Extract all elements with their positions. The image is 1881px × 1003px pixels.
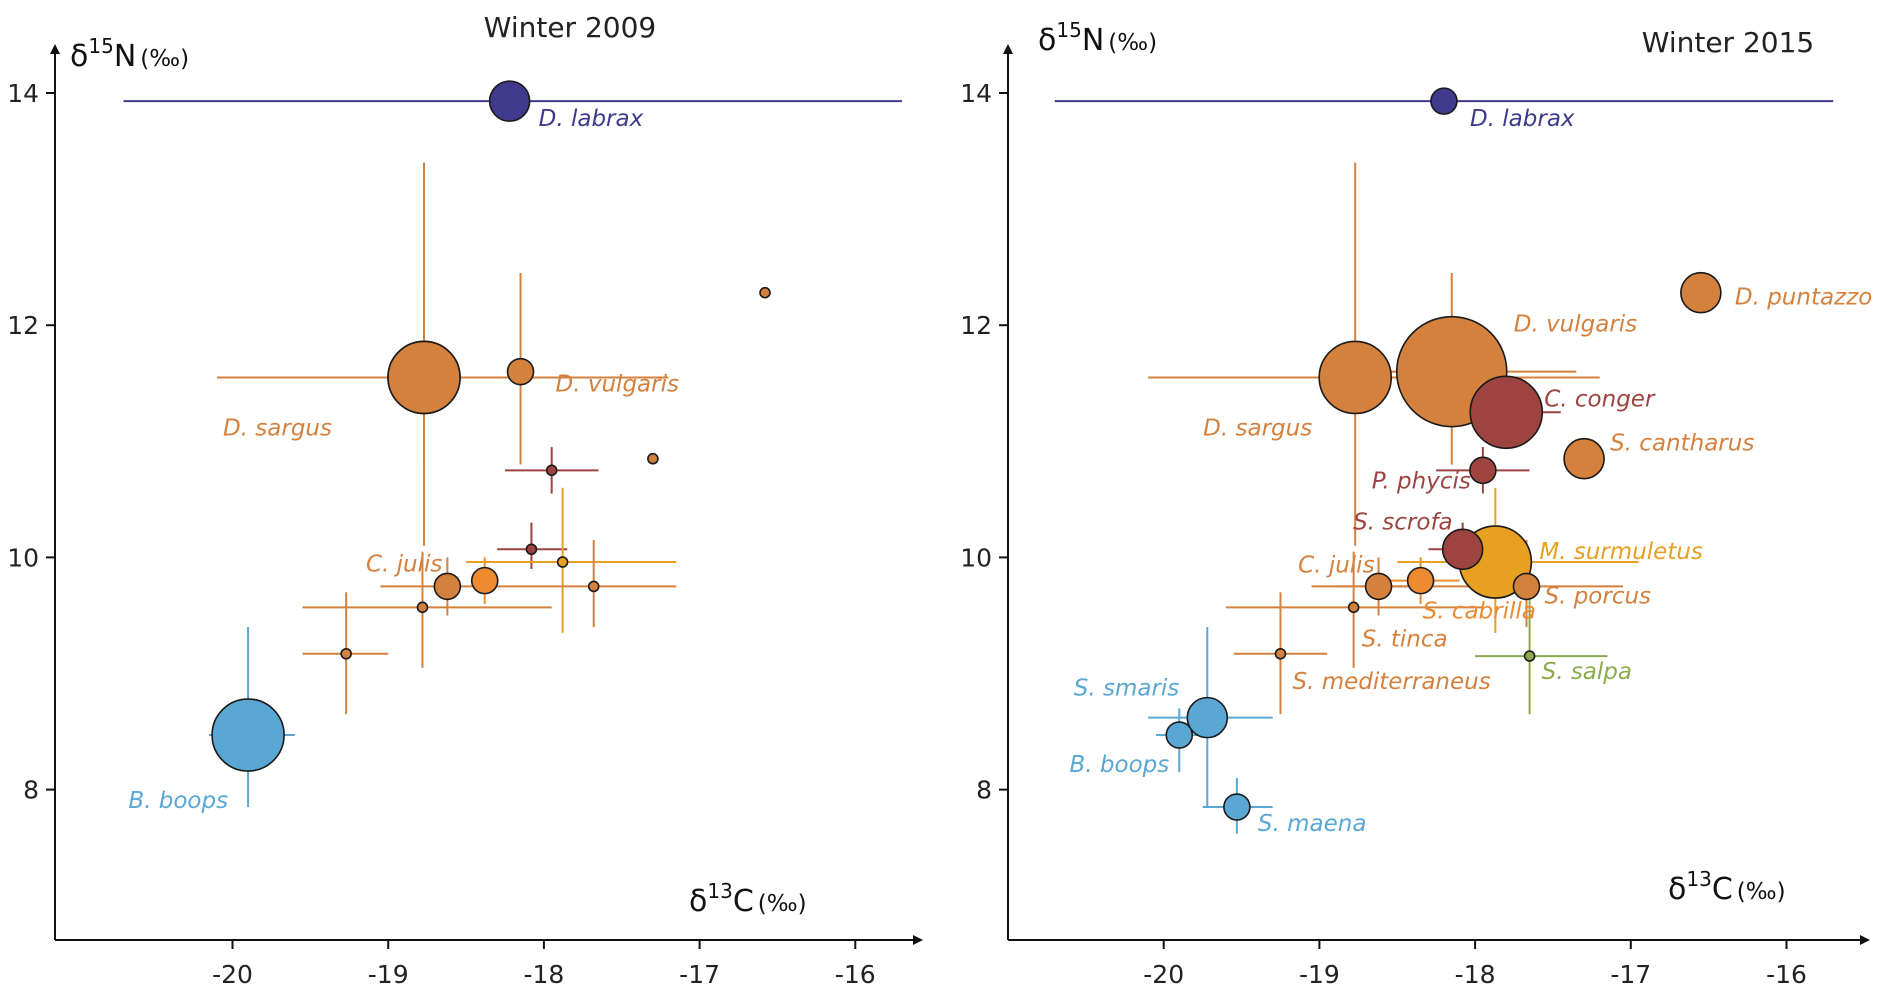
y-tick-label: 10 (7, 543, 39, 572)
point-s-cantharus (1563, 437, 1605, 480)
point-label-d-sargus: D. sargus (1203, 415, 1312, 441)
x-axis-label: δ13C (‰) (689, 879, 807, 919)
point-s-porcus (587, 580, 600, 593)
point-d-puntazzo (1680, 271, 1722, 314)
point-label-s-porcus: S. porcus (1544, 583, 1651, 609)
point-p-phycis (1469, 456, 1497, 485)
point-d-vulgaris (506, 357, 535, 386)
y-axis-label: δ15N (‰) (1038, 18, 1157, 58)
panel-winter-2015: Winter 2015 -20 -19 -18 -17 -16 8 10 12 14 δ13C (‰)… (960, 18, 1872, 989)
x-tick-label: -18 (1455, 960, 1496, 989)
point-s-salpa (1523, 650, 1536, 662)
x-tick-label: -20 (1143, 960, 1184, 989)
x-tick-label: -20 (212, 960, 253, 989)
point-label-d-vulgaris: D. vulgaris (1514, 312, 1637, 338)
point-s-tinca (1347, 601, 1360, 614)
point-s-mediterraneus (340, 647, 352, 660)
point-d-puntazzo (759, 286, 771, 299)
y-tick-label: 8 (23, 776, 39, 805)
panel-winter-2009: Winter 2009 -20 -19 -18 -17 -16 8 10 12 14 δ13C (‰)… (7, 11, 923, 989)
point-label-d-vulgaris: D. vulgaris (556, 372, 679, 398)
point-d-sargus (1318, 340, 1393, 415)
point-label-s-maena: S. maena (1258, 811, 1367, 837)
point-s-mediterraneus (1274, 647, 1287, 660)
point-label-s-smaris: S. smaris (1074, 676, 1180, 702)
x-tick-label: -17 (1610, 960, 1651, 989)
point-label-b-boops: B. boops (1070, 752, 1170, 778)
point-p-phycis (545, 464, 558, 477)
point-m-surmuletus (556, 556, 569, 568)
x-tick-label: -18 (523, 960, 564, 989)
point-b-boops (1165, 721, 1194, 749)
point-label-d-sargus: D. sargus (223, 415, 332, 441)
point-label-c-julis: C. julis (1298, 552, 1374, 578)
y-tick-label: 14 (7, 79, 39, 108)
y-axis-label: δ15N (‰) (70, 34, 189, 74)
point-label-d-labrax: D. labrax (539, 106, 644, 132)
point-label-b-boops: B. boops (128, 788, 228, 814)
x-tick-label: -16 (835, 960, 876, 989)
y-tick-label: 14 (960, 79, 992, 108)
point-s-tinca (416, 601, 429, 614)
point-c-julis (433, 572, 462, 601)
point-s-scrofa (1441, 528, 1484, 571)
x-axis-label: δ13C (‰) (1668, 867, 1786, 907)
point-label-d-labrax: D. labrax (1470, 106, 1575, 132)
point-s-scrofa (525, 543, 538, 556)
point-label-s-scrofa: S. scrofa (1353, 509, 1453, 535)
point-label-d-puntazzo: D. puntazzo (1735, 285, 1872, 311)
y-tick-label: 10 (960, 543, 992, 572)
point-s-maena (1223, 793, 1251, 821)
point-s-cabrilla (1406, 566, 1435, 595)
point-label-s-salpa: S. salpa (1542, 659, 1632, 685)
y-tick-label: 12 (7, 311, 39, 340)
y-tick-label: 12 (960, 311, 992, 340)
point-label-s-tinca: S. tinca (1362, 626, 1448, 652)
point-label-c-conger: C. conger (1544, 386, 1656, 412)
x-tick-label: -19 (368, 960, 409, 989)
point-label-m-surmuletus: M. surmuletus (1539, 539, 1703, 565)
point-d-labrax (488, 80, 531, 122)
point-b-boops (211, 698, 285, 772)
point-d-sargus (387, 340, 461, 415)
point-label-s-mediterraneus: S. mediterraneus (1292, 669, 1490, 695)
point-s-porcus (1512, 572, 1541, 601)
x-tick-label: -17 (679, 960, 720, 989)
point-label-s-cabrilla: S. cabrilla (1423, 599, 1536, 625)
y-tick-label: 8 (976, 776, 992, 805)
point-c-julis (1364, 572, 1393, 601)
point-c-conger (1469, 375, 1544, 450)
point-s-cabrilla (470, 566, 499, 595)
point-label-s-cantharus: S. cantharus (1610, 431, 1754, 457)
point-s-smaris (1186, 696, 1229, 739)
chart-title: Winter 2009 (484, 11, 656, 44)
x-tick-label: -16 (1766, 960, 1807, 989)
point-label-p-phycis: P. phycis (1372, 468, 1471, 494)
x-tick-label: -19 (1299, 960, 1340, 989)
chart-title: Winter 2015 (1642, 26, 1814, 59)
point-s-cantharus (647, 452, 659, 465)
point-d-labrax (1430, 87, 1458, 115)
point-label-c-julis: C. julis (366, 551, 442, 577)
